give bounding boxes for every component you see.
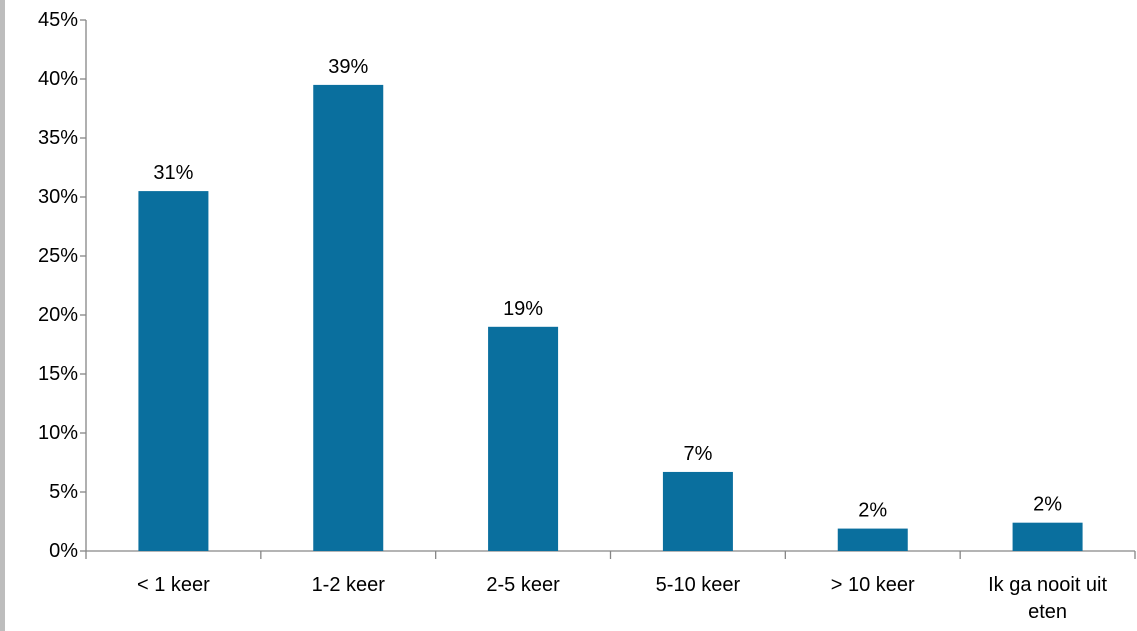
y-tick-label: 20%	[38, 304, 78, 326]
x-category-label: 1-2 keer	[312, 574, 386, 596]
x-category-label: 2-5 keer	[486, 574, 560, 596]
x-category-label: > 10 keer	[831, 574, 915, 596]
x-category-label: < 1 keer	[137, 574, 210, 596]
x-category-label-line: 1-2 keer	[312, 574, 386, 596]
data-label: 2%	[858, 500, 887, 522]
data-label: 31%	[153, 162, 193, 184]
x-category-label-line: Ik ga nooit uit	[988, 574, 1107, 596]
y-tick-label: 10%	[38, 422, 78, 444]
bar	[662, 471, 733, 551]
data-label: 39%	[328, 56, 368, 78]
bar	[1012, 522, 1083, 551]
bar	[837, 528, 908, 551]
y-tick-label: 25%	[38, 245, 78, 267]
y-tick-label: 35%	[38, 127, 78, 149]
y-tick-label: 45%	[38, 9, 78, 31]
y-tick-label: 30%	[38, 186, 78, 208]
data-label: 7%	[683, 443, 712, 465]
x-category-label-line: < 1 keer	[137, 574, 210, 596]
y-tick-label: 5%	[49, 481, 78, 503]
data-label: 2%	[1033, 494, 1062, 516]
x-category-label: 5-10 keer	[656, 574, 741, 596]
x-category-label-line: 2-5 keer	[486, 574, 560, 596]
x-category-label-line: eten	[1028, 601, 1067, 623]
y-tick-label: 0%	[49, 540, 78, 562]
window-edge-strip	[0, 0, 5, 631]
x-category-label: Ik ga nooit uit eten	[988, 574, 1107, 623]
bar	[488, 326, 559, 551]
y-tick-label: 40%	[38, 68, 78, 90]
x-category-label-line: > 10 keer	[831, 574, 915, 596]
y-tick-label: 15%	[38, 363, 78, 385]
x-category-label-line: 5-10 keer	[656, 574, 741, 596]
bar	[138, 191, 209, 551]
data-label: 19%	[503, 298, 543, 320]
bar	[313, 84, 384, 552]
